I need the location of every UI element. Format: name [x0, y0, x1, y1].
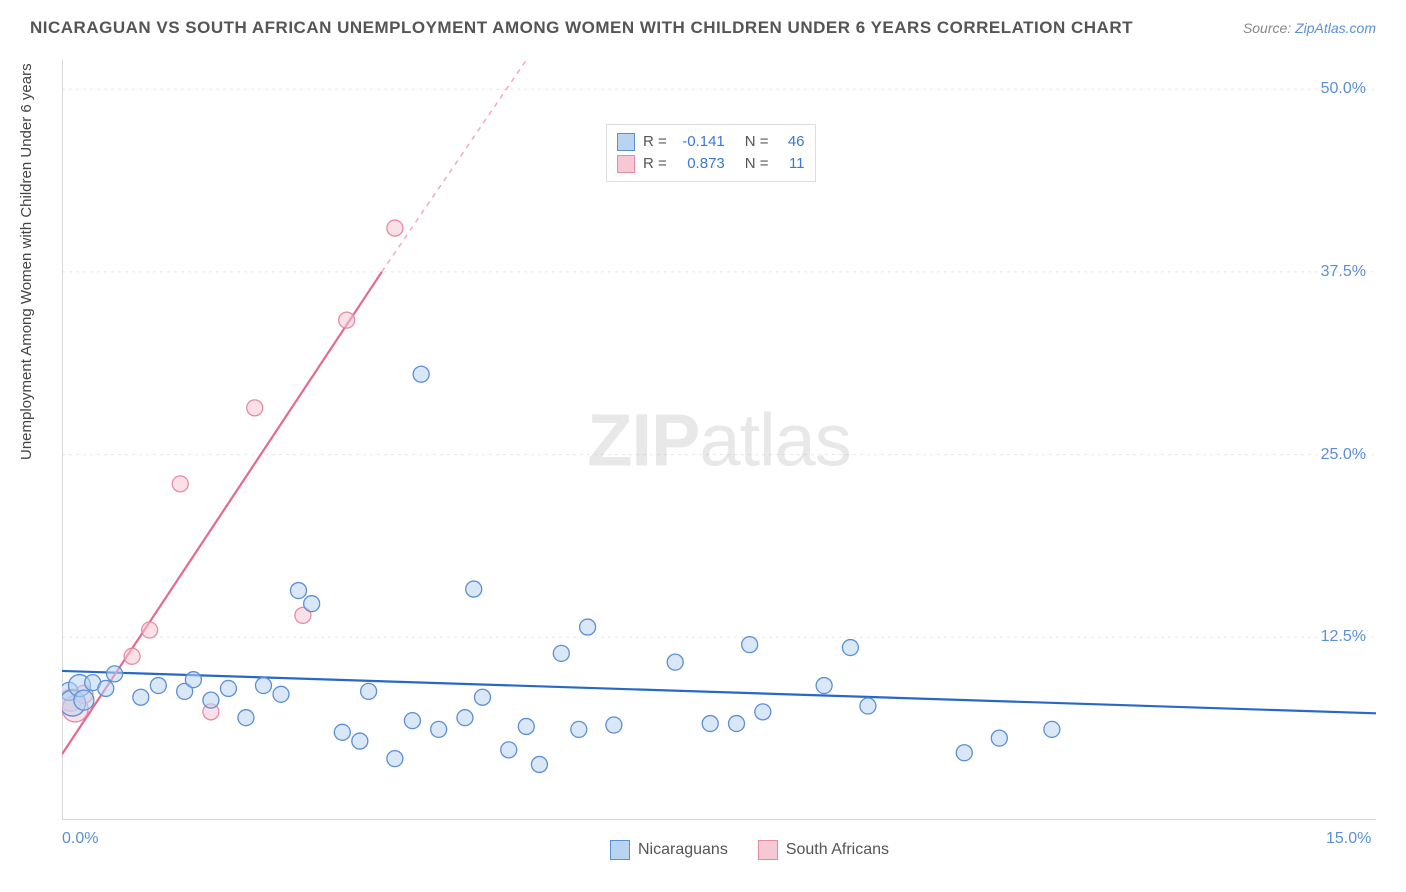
y-axis-label: Unemployment Among Women with Children U… [18, 63, 35, 460]
legend-swatch-south-africans [758, 840, 778, 860]
legend-item-nicaraguans: Nicaraguans [610, 840, 728, 860]
stats-row-series2: R = 0.873 N = 11 [617, 153, 805, 175]
stats-row-series1: R = -0.141 N = 46 [617, 131, 805, 153]
x-tick-label: 0.0% [62, 830, 98, 848]
source-attribution: Source: ZipAtlas.com [1243, 20, 1376, 36]
y-tick-label: 25.0% [1321, 446, 1366, 464]
stats-swatch-south-africans [617, 155, 635, 173]
chart-plot-area: ZIPatlas R = -0.141 N = 46 R = 0.873 N =… [62, 60, 1376, 820]
correlation-stats-box: R = -0.141 N = 46 R = 0.873 N = 11 [606, 124, 816, 182]
legend-item-south-africans: South Africans [758, 840, 889, 860]
y-tick-label: 12.5% [1321, 628, 1366, 646]
y-tick-label: 50.0% [1321, 80, 1366, 98]
legend-swatch-nicaraguans [610, 840, 630, 860]
chart-legend: Nicaraguans South Africans [610, 840, 889, 860]
stats-swatch-nicaraguans [617, 133, 635, 151]
y-tick-label: 37.5% [1321, 263, 1366, 281]
source-link[interactable]: ZipAtlas.com [1295, 20, 1376, 36]
x-tick-label: 15.0% [1326, 830, 1371, 848]
chart-title: NICARAGUAN VS SOUTH AFRICAN UNEMPLOYMENT… [30, 18, 1133, 38]
